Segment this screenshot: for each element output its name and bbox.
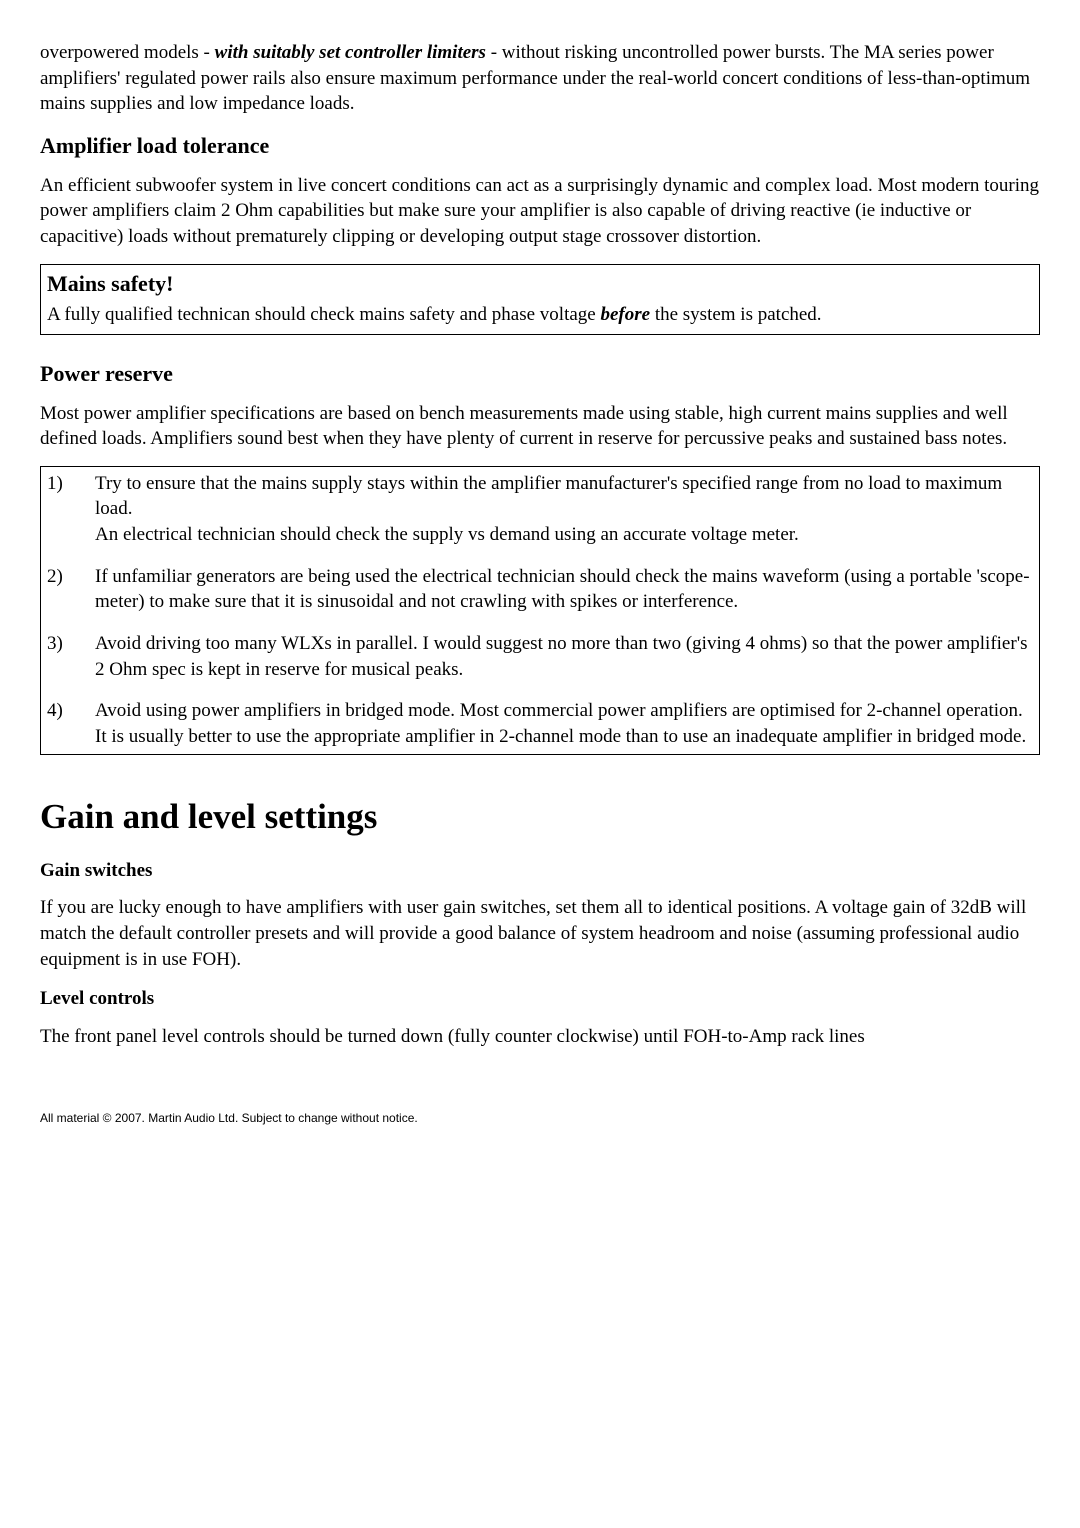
- list-item: 1) Try to ensure that the mains supply s…: [47, 471, 1033, 548]
- mains-safety-title: Mains safety!: [47, 269, 1033, 299]
- list-item: 3) Avoid driving too many WLXs in parall…: [47, 631, 1033, 682]
- amplifier-load-heading: Amplifier load tolerance: [40, 131, 1040, 161]
- list-text: Avoid driving too many WLXs in parallel.…: [95, 631, 1033, 682]
- level-controls-subheading: Level controls: [40, 986, 1040, 1012]
- gain-heading: Gain and level settings: [40, 793, 1040, 840]
- level-controls-paragraph: The front panel level controls should be…: [40, 1024, 1040, 1050]
- amplifier-load-paragraph: An efficient subwoofer system in live co…: [40, 173, 1040, 250]
- list-content: If unfamiliar generators are being used …: [95, 564, 1033, 615]
- intro-paragraph: overpowered models - with suitably set c…: [40, 40, 1040, 117]
- numbered-list-box: 1) Try to ensure that the mains supply s…: [40, 466, 1040, 755]
- list-number: 2): [47, 564, 95, 615]
- list-content: Avoid using power amplifiers in bridged …: [95, 698, 1033, 749]
- gain-switches-paragraph: If you are lucky enough to have amplifie…: [40, 895, 1040, 972]
- intro-text-a: overpowered models -: [40, 42, 215, 63]
- list-text: If unfamiliar generators are being used …: [95, 564, 1033, 615]
- footer-copyright: All material © 2007. Martin Audio Ltd. S…: [40, 1110, 1040, 1126]
- list-item: 4) Avoid using power amplifiers in bridg…: [47, 698, 1033, 749]
- list-text: Try to ensure that the mains supply stay…: [95, 471, 1033, 522]
- intro-em: with suitably set controller limiters: [215, 42, 486, 63]
- mains-safety-box: Mains safety! A fully qualified technica…: [40, 264, 1040, 335]
- list-text: Avoid using power amplifiers in bridged …: [95, 698, 1033, 749]
- power-reserve-paragraph: Most power amplifier specifications are …: [40, 401, 1040, 452]
- mains-text-b: the system is patched.: [650, 304, 822, 325]
- list-content: Avoid driving too many WLXs in parallel.…: [95, 631, 1033, 682]
- mains-safety-paragraph: A fully qualified technican should check…: [47, 302, 1033, 328]
- list-item: 2) If unfamiliar generators are being us…: [47, 564, 1033, 615]
- mains-text-a: A fully qualified technican should check…: [47, 304, 600, 325]
- gain-switches-subheading: Gain switches: [40, 858, 1040, 884]
- list-number: 3): [47, 631, 95, 682]
- power-reserve-heading: Power reserve: [40, 359, 1040, 389]
- mains-em: before: [600, 304, 650, 325]
- list-number: 1): [47, 471, 95, 548]
- list-number: 4): [47, 698, 95, 749]
- list-text: An electrical technician should check th…: [95, 522, 1033, 548]
- list-content: Try to ensure that the mains supply stay…: [95, 471, 1033, 548]
